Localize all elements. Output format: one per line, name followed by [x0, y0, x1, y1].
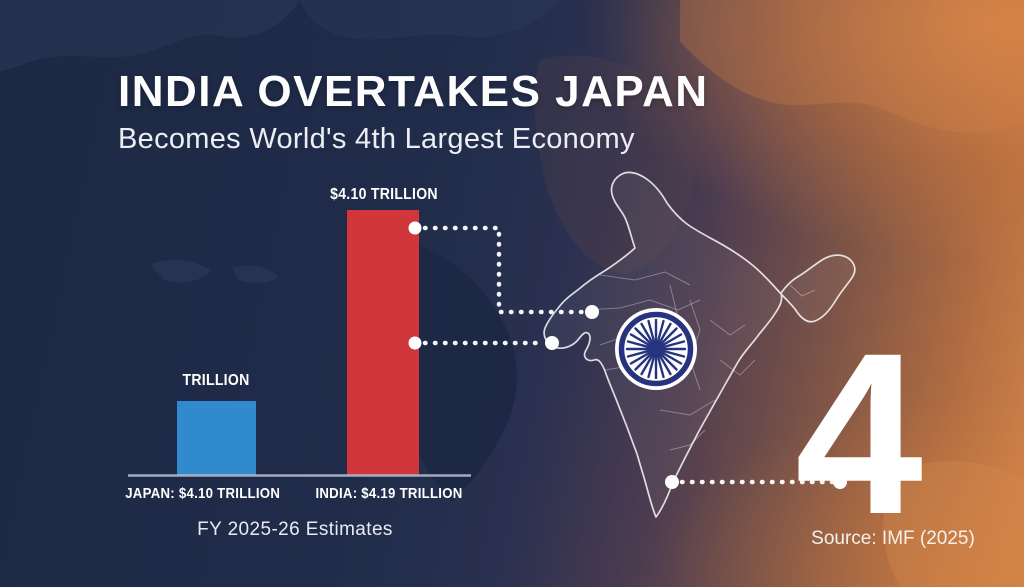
india-bar-value-label: $4.10 TRILLION [330, 186, 438, 203]
source-label: Source: IMF (2025) [811, 528, 975, 549]
continent-blob [232, 265, 278, 284]
continent-blob [0, 0, 300, 72]
chart-caption: FY 2025-26 Estimates [197, 519, 393, 540]
continent-blob [680, 0, 1024, 133]
header: INDIA OVERTAKES JAPAN Becomes World's 4t… [118, 67, 709, 156]
continent-blob [350, 235, 518, 503]
india-bar [347, 210, 419, 475]
japan-bar-value-label: TRILLION [182, 372, 250, 389]
page-subtitle: Becomes World's 4th Largest Economy [118, 123, 635, 156]
japan-bar [177, 401, 256, 475]
rank-number: 4 [795, 305, 923, 562]
ashoka-chakra-icon [615, 308, 697, 390]
connector-line-top [412, 225, 589, 315]
continent-blob [300, 0, 560, 40]
page-title: INDIA OVERTAKES JAPAN [118, 67, 709, 116]
india-axis-label: INDIA: $4.19 TRILLION [315, 485, 463, 502]
japan-axis-label: JAPAN: $4.10 TRILLION [125, 485, 281, 502]
continent-blob [150, 259, 211, 283]
